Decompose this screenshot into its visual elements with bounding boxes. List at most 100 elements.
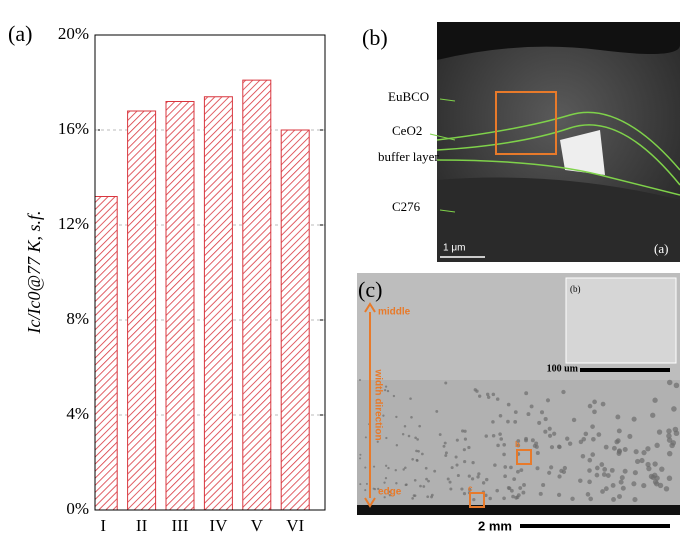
particle xyxy=(669,442,675,449)
particle xyxy=(524,391,529,396)
sub-label: (a) xyxy=(654,241,668,256)
particle xyxy=(616,428,622,434)
particle xyxy=(570,496,575,502)
particle xyxy=(394,468,397,472)
particle xyxy=(605,473,611,478)
particle xyxy=(518,486,523,490)
particle xyxy=(615,414,621,420)
y-tick-label: 12% xyxy=(58,214,89,233)
particle xyxy=(421,452,424,456)
particle xyxy=(498,432,502,436)
particle xyxy=(384,464,388,467)
layer-label: CeO2 xyxy=(392,123,422,138)
particle xyxy=(384,385,388,388)
particle xyxy=(443,441,447,445)
bar xyxy=(165,101,195,510)
particle xyxy=(578,439,584,445)
layer-label: buffer layer xyxy=(378,149,439,164)
optical-edge xyxy=(357,505,680,515)
particle xyxy=(506,486,511,490)
particle xyxy=(580,453,586,459)
edge-label: edge xyxy=(378,487,402,498)
particle xyxy=(618,479,624,485)
particle xyxy=(463,459,467,464)
particle xyxy=(499,437,504,441)
particle xyxy=(587,479,592,485)
particle xyxy=(532,443,537,448)
plot: 0%4%8%12%16%20%I II III IV V VI xyxy=(58,24,325,535)
particle xyxy=(388,490,392,493)
particle xyxy=(635,458,641,465)
particle xyxy=(556,444,562,449)
particle xyxy=(456,473,460,478)
particle xyxy=(519,468,524,473)
particle xyxy=(656,429,663,435)
panel-label: (a) xyxy=(8,21,32,46)
particle xyxy=(521,490,526,495)
particle xyxy=(462,492,467,496)
panel-label: (b) xyxy=(362,25,388,50)
bar xyxy=(242,79,272,510)
particle xyxy=(404,483,408,487)
particle xyxy=(620,485,626,491)
particle xyxy=(632,470,638,476)
particle xyxy=(460,487,464,491)
particle xyxy=(388,494,392,497)
particle xyxy=(415,459,419,462)
particle xyxy=(376,440,379,443)
particle xyxy=(594,465,600,471)
particle xyxy=(506,419,510,424)
particle xyxy=(385,436,388,440)
particle xyxy=(537,420,542,425)
y-axis-label: Ic/Ic0@77 K, s.f. xyxy=(24,210,44,334)
particle xyxy=(471,461,475,465)
particle xyxy=(427,479,430,483)
particle xyxy=(444,454,448,458)
particle xyxy=(359,483,362,486)
particle xyxy=(516,469,520,474)
particle xyxy=(591,436,596,442)
direction-label: width direction xyxy=(372,368,383,440)
particle xyxy=(585,492,591,497)
particle xyxy=(594,472,600,478)
scale-label: 2 mm xyxy=(478,518,512,533)
particle xyxy=(652,397,658,403)
y-tick-label: 20% xyxy=(58,24,89,43)
particle xyxy=(654,442,660,449)
particle xyxy=(382,414,385,417)
particle xyxy=(395,415,398,419)
particle xyxy=(411,457,414,461)
y-tick-label: 0% xyxy=(66,499,89,518)
bar xyxy=(95,196,118,510)
particle xyxy=(552,431,557,436)
panel-label: (c) xyxy=(358,277,382,302)
particle xyxy=(438,433,442,436)
particle xyxy=(590,452,596,457)
particle xyxy=(401,433,405,436)
y-tick-label: 4% xyxy=(66,404,89,423)
frame xyxy=(94,34,326,511)
particle xyxy=(467,474,471,478)
particle xyxy=(461,429,465,433)
particle xyxy=(444,381,448,385)
x-tick-label: VI xyxy=(286,516,304,535)
particle xyxy=(402,468,405,471)
particle xyxy=(535,450,540,456)
particle xyxy=(603,444,609,450)
particle xyxy=(646,466,652,472)
particle xyxy=(571,417,577,423)
particle xyxy=(641,450,647,456)
particle xyxy=(425,477,428,481)
particle xyxy=(503,474,507,479)
particle xyxy=(513,419,518,424)
particle xyxy=(502,442,507,447)
inset xyxy=(565,277,677,364)
particle xyxy=(491,392,496,397)
particle xyxy=(372,465,376,468)
particle xyxy=(488,496,492,501)
x-tick-label: V xyxy=(251,516,264,535)
particle xyxy=(666,433,672,439)
particle xyxy=(495,488,499,493)
particle xyxy=(627,433,633,439)
tem-region xyxy=(560,130,605,175)
